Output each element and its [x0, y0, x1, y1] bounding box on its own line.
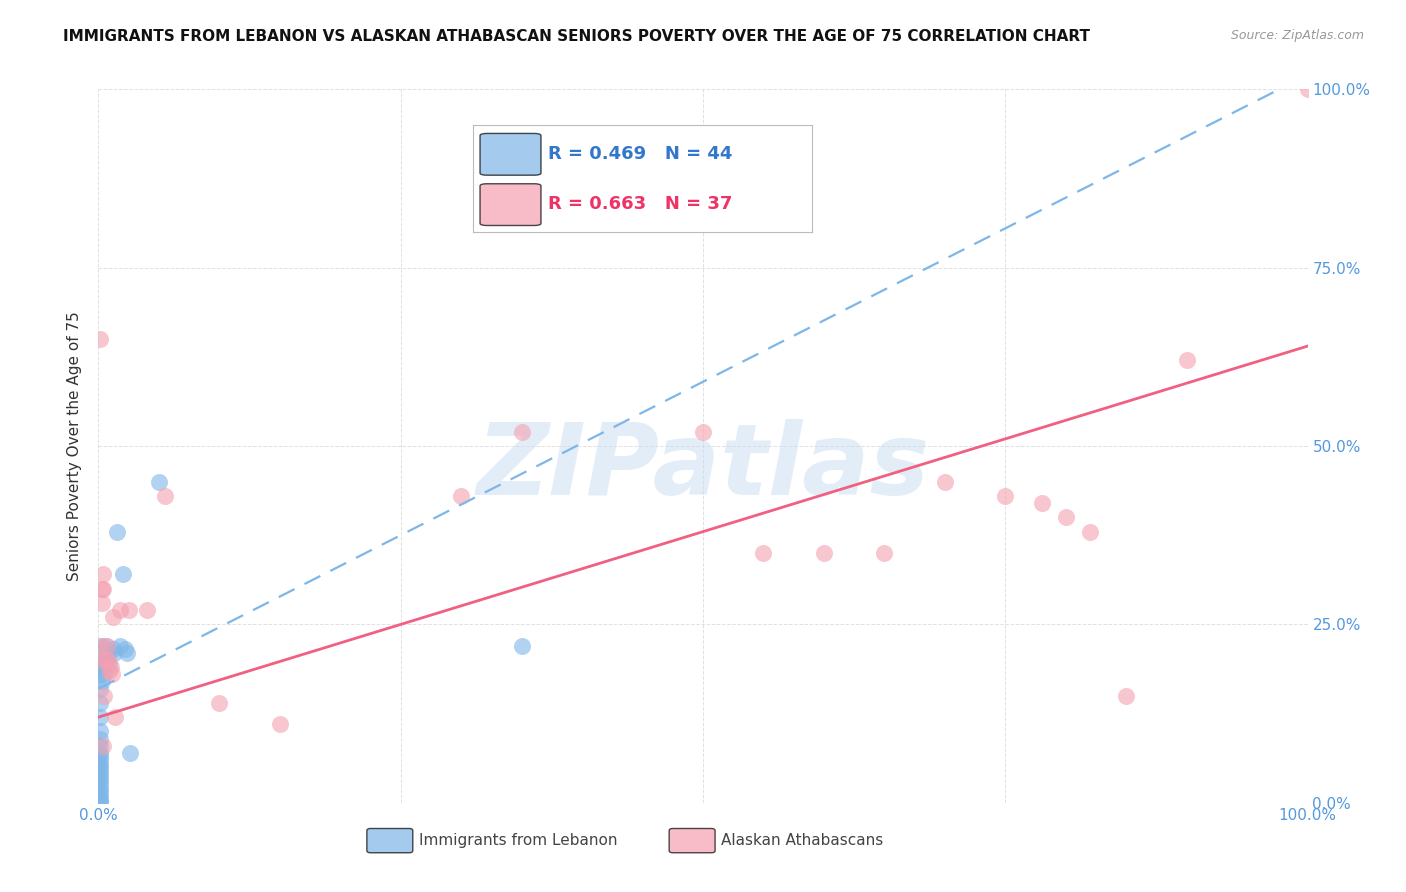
Point	[89, 771, 111, 785]
Point	[91, 660, 114, 674]
Point	[91, 596, 114, 610]
Point	[89, 749, 111, 764]
Point	[510, 425, 533, 439]
Point	[1115, 689, 1137, 703]
Point	[89, 696, 111, 710]
Point	[89, 724, 111, 739]
Point	[89, 795, 111, 809]
Point	[93, 689, 115, 703]
Point	[114, 642, 136, 657]
Text: IMMIGRANTS FROM LEBANON VS ALASKAN ATHABASCAN SENIORS POVERTY OVER THE AGE OF 75: IMMIGRANTS FROM LEBANON VS ALASKAN ATHAB…	[63, 29, 1090, 45]
Point	[98, 657, 121, 671]
Point	[148, 475, 170, 489]
Point	[873, 546, 896, 560]
Point	[91, 582, 114, 596]
Point	[89, 764, 111, 778]
Text: Source: ZipAtlas.com: Source: ZipAtlas.com	[1230, 29, 1364, 43]
Point	[89, 781, 111, 796]
Point	[94, 639, 117, 653]
Point	[89, 332, 111, 346]
Point	[208, 696, 231, 710]
Point	[994, 489, 1017, 503]
Point	[1175, 353, 1198, 368]
Point	[89, 760, 111, 774]
Point	[1296, 82, 1319, 96]
Point	[135, 603, 157, 617]
Point	[89, 785, 111, 799]
Text: ZIPatlas: ZIPatlas	[477, 419, 929, 516]
Point	[813, 546, 835, 560]
Point	[89, 739, 111, 753]
Point	[98, 664, 121, 678]
Point	[97, 646, 120, 660]
Point	[108, 639, 131, 653]
Point	[101, 610, 124, 624]
Point	[1031, 496, 1053, 510]
Text: Alaskan Athabascans: Alaskan Athabascans	[721, 833, 883, 848]
Point	[118, 746, 141, 760]
Point	[91, 653, 114, 667]
Point	[89, 778, 111, 792]
Point	[752, 546, 775, 560]
Point	[1078, 524, 1101, 539]
Point	[89, 653, 111, 667]
Point	[89, 753, 111, 767]
Point	[89, 767, 111, 781]
Point	[89, 731, 111, 746]
Point	[103, 646, 125, 660]
Point	[89, 792, 111, 806]
Point	[104, 710, 127, 724]
Point	[153, 489, 176, 503]
Point	[510, 639, 533, 653]
Point	[117, 646, 139, 660]
Point	[97, 653, 120, 667]
Point	[118, 603, 141, 617]
Point	[111, 567, 134, 582]
Point	[91, 582, 114, 596]
Point	[101, 642, 124, 657]
Point	[89, 667, 111, 681]
Point	[1054, 510, 1077, 524]
Point	[269, 717, 291, 731]
Point	[89, 710, 111, 724]
Point	[91, 567, 114, 582]
Point	[96, 639, 118, 653]
Point	[89, 789, 111, 803]
Point	[90, 639, 112, 653]
Point	[90, 639, 112, 653]
Point	[90, 653, 112, 667]
Point	[108, 603, 131, 617]
Y-axis label: Seniors Poverty Over the Age of 75: Seniors Poverty Over the Age of 75	[67, 311, 83, 581]
Point	[89, 756, 111, 771]
Point	[100, 660, 122, 674]
Point	[93, 667, 115, 681]
Point	[94, 653, 117, 667]
Point	[89, 746, 111, 760]
Point	[91, 739, 114, 753]
Point	[89, 774, 111, 789]
Text: Immigrants from Lebanon: Immigrants from Lebanon	[419, 833, 617, 848]
Point	[450, 489, 472, 503]
Point	[94, 653, 117, 667]
Point	[89, 681, 111, 696]
Point	[105, 524, 128, 539]
FancyBboxPatch shape	[669, 829, 716, 853]
Point	[934, 475, 956, 489]
FancyBboxPatch shape	[367, 829, 413, 853]
Point	[91, 674, 114, 689]
Point	[89, 796, 111, 810]
Point	[91, 660, 114, 674]
Point	[692, 425, 714, 439]
Point	[100, 667, 122, 681]
